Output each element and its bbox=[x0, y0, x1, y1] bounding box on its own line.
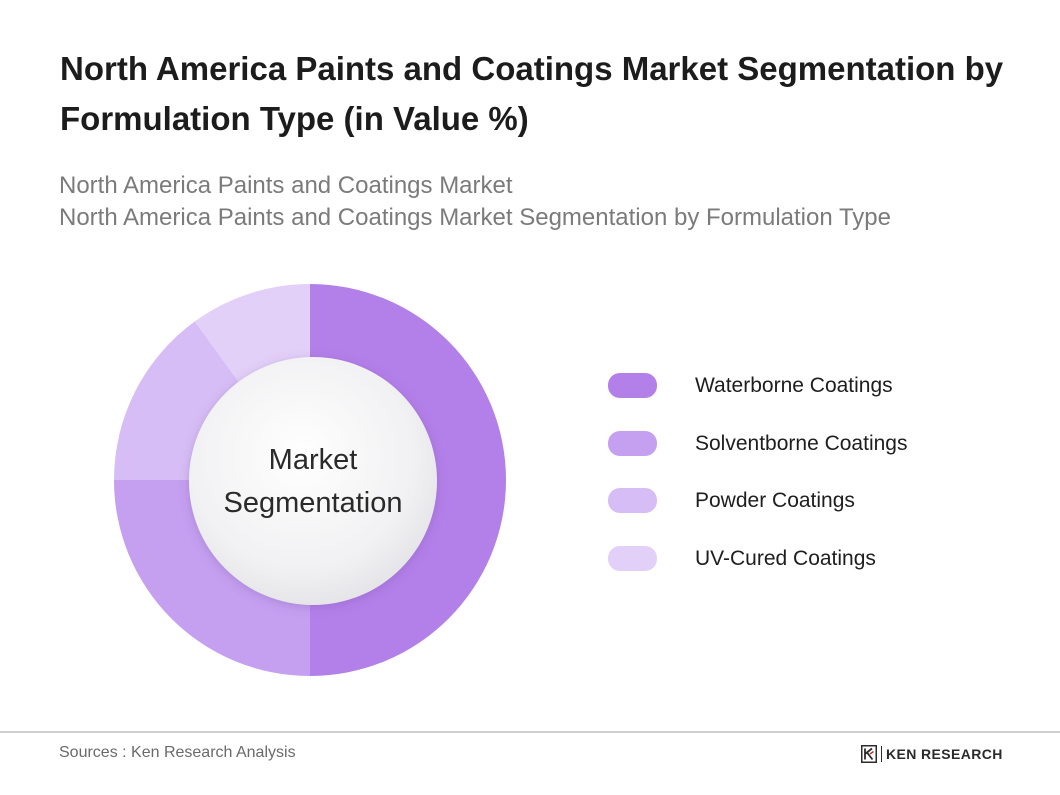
donut-center-disc bbox=[189, 357, 437, 605]
source-note: Sources : Ken Research Analysis bbox=[59, 744, 296, 761]
legend-swatch bbox=[608, 488, 657, 513]
center-label-line-1: Market bbox=[269, 444, 358, 476]
legend-label: Solventborne Coatings bbox=[695, 431, 908, 455]
legend-swatch bbox=[608, 430, 657, 456]
legend-label: Waterborne Coatings bbox=[695, 374, 893, 397]
ken-research-logo-icon bbox=[861, 745, 877, 763]
brand-logo: KEN RESEARCH bbox=[861, 744, 1003, 764]
center-label-line-2: Segmentation bbox=[224, 487, 403, 519]
brand-name: KEN RESEARCH bbox=[881, 746, 1003, 762]
legend-label: UV-Cured Coatings bbox=[695, 546, 876, 570]
legend-swatch bbox=[608, 373, 657, 398]
chart-subtitle: North America Paints and Coatings Market… bbox=[59, 170, 1019, 234]
subtitle-line-2: North America Paints and Coatings Market… bbox=[59, 204, 891, 231]
donut-chart: Market Segmentation bbox=[114, 284, 506, 676]
footer-divider bbox=[0, 731, 1060, 733]
subtitle-line-1: North America Paints and Coatings Market bbox=[59, 172, 513, 199]
legend-label: Powder Coatings bbox=[695, 489, 855, 512]
chart-title: North America Paints and Coatings Market… bbox=[60, 50, 1004, 137]
chart-area: Market Segmentation Waterborne Coatings … bbox=[0, 270, 1060, 690]
legend-swatch bbox=[608, 545, 657, 571]
